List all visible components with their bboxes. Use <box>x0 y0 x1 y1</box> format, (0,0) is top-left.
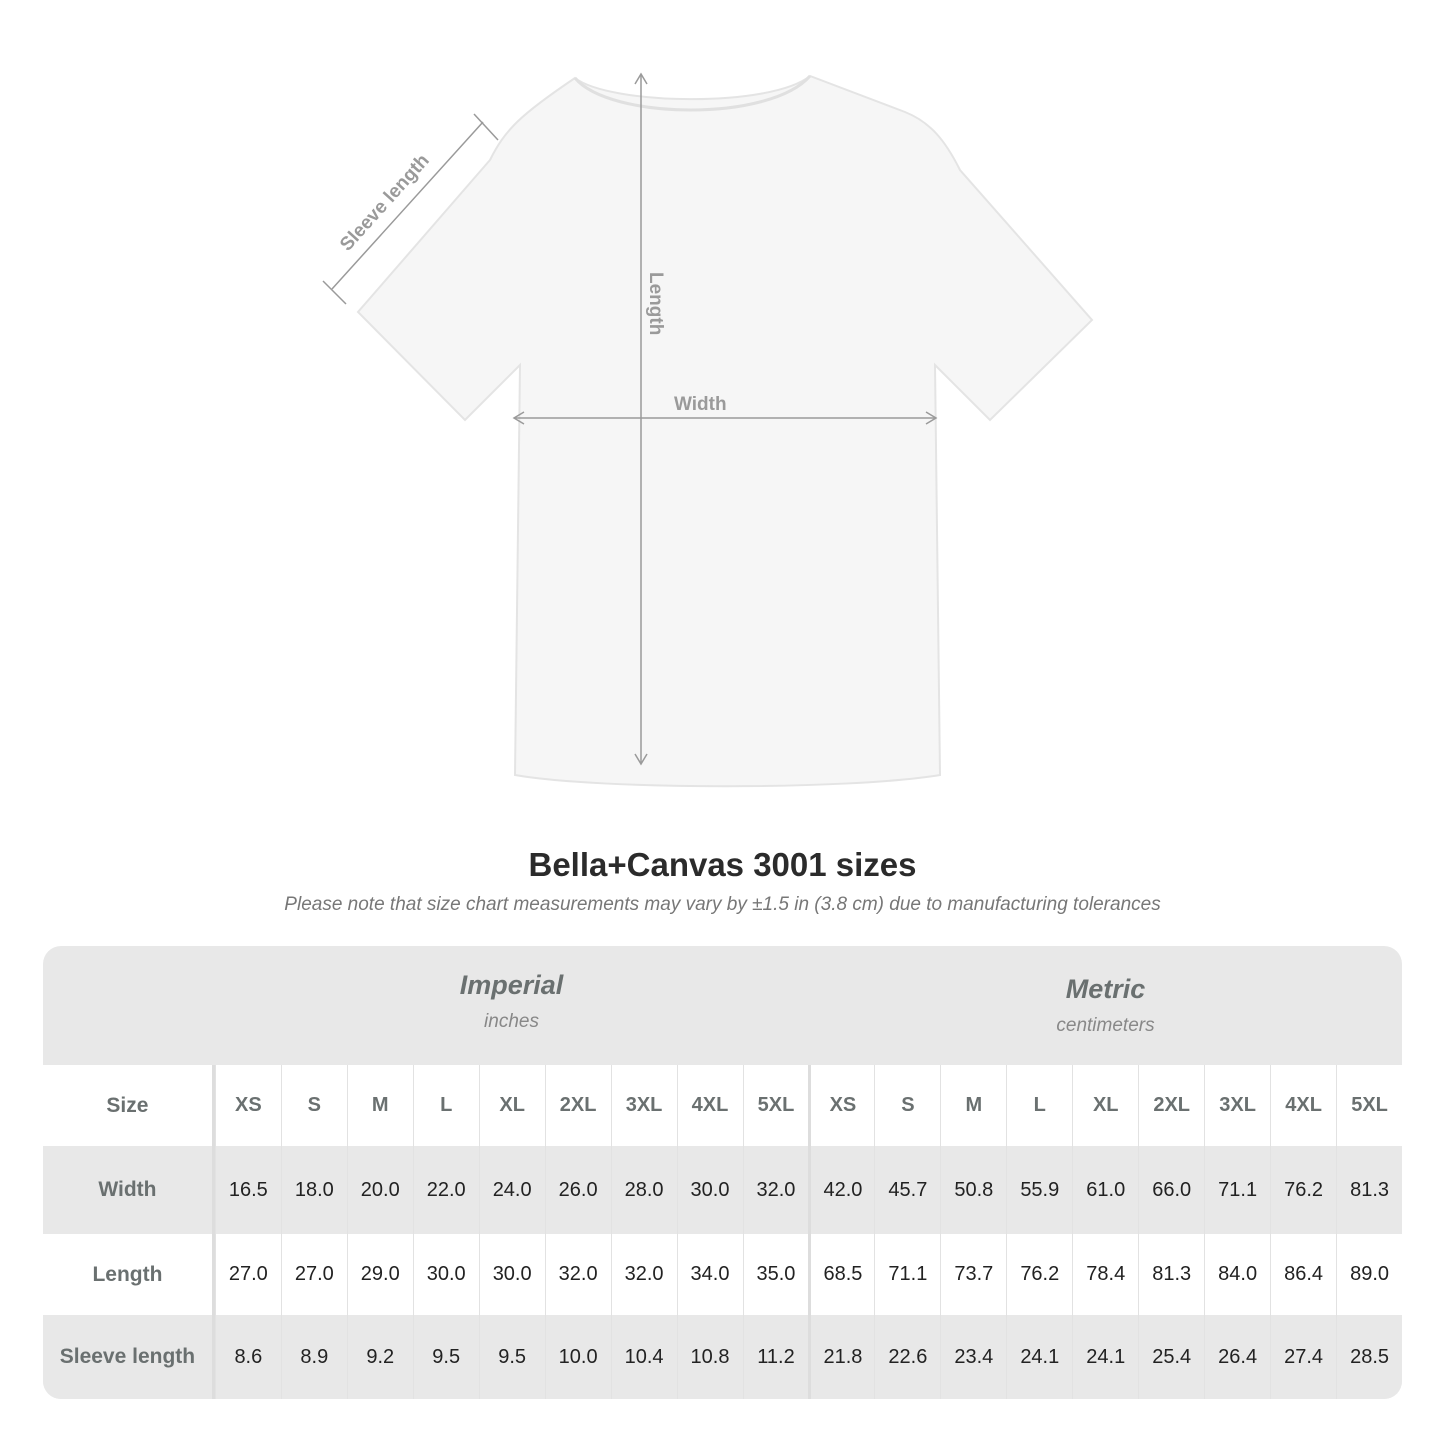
value-cell-metric: 22.6 <box>874 1315 940 1399</box>
value-cell-imperial: 8.9 <box>280 1315 347 1399</box>
value-cell-imperial: 9.5 <box>478 1315 545 1399</box>
value-cell-imperial: 11.2 <box>742 1315 809 1399</box>
value-cell-metric: 89.0 <box>1336 1234 1402 1315</box>
value-cell-metric: 61.0 <box>1072 1146 1138 1234</box>
value-cell-metric: 55.9 <box>1006 1146 1072 1234</box>
size-header-metric: XL <box>1072 1065 1138 1146</box>
value-cell-imperial: 24.0 <box>478 1146 545 1234</box>
metric-header: Metric centimeters <box>809 974 1402 1092</box>
value-cell-metric: 42.0 <box>808 1146 874 1234</box>
imperial-title: Imperial <box>459 970 564 1000</box>
collar <box>573 75 812 112</box>
size-header-imperial: M <box>346 1065 413 1146</box>
value-cell-metric: 76.2 <box>1006 1234 1072 1315</box>
size-header-metric: XS <box>808 1065 874 1146</box>
value-cell-metric: 76.2 <box>1270 1146 1336 1234</box>
value-cell-metric: 24.1 <box>1006 1315 1072 1399</box>
metric-unit: centimeters <box>1056 1015 1155 1036</box>
value-cell-imperial: 26.0 <box>544 1146 611 1234</box>
row-label: Length <box>43 1234 215 1315</box>
value-cell-metric: 68.5 <box>808 1234 874 1315</box>
value-cell-imperial: 27.0 <box>280 1234 347 1315</box>
width-row: Width 16.5 18.0 20.0 22.0 24.0 26.0 28.0 30.0 32.… <box>43 1146 1402 1234</box>
value-cell-metric: 27.4 <box>1270 1315 1336 1399</box>
value-cell-metric: 50.8 <box>940 1146 1006 1234</box>
size-header-metric: S <box>874 1065 940 1146</box>
value-cell-metric: 71.1 <box>874 1234 940 1315</box>
size-row: Size XS S M L XL 2XL 3XL 4XL 5XL XS S M L XL 2XL 3XL 4XL 5… <box>43 1065 1402 1146</box>
value-cell-metric: 21.8 <box>808 1315 874 1399</box>
size-header-imperial: 2XL <box>544 1065 611 1146</box>
tolerance-note: Please note that size chart measurements… <box>284 894 1161 915</box>
imperial-header: Imperial inches <box>215 970 808 1088</box>
metric-title: Metric <box>1065 974 1146 1004</box>
value-cell-metric: 84.0 <box>1204 1234 1270 1315</box>
value-cell-metric: 81.3 <box>1336 1146 1402 1234</box>
value-cell-metric: 23.4 <box>940 1315 1006 1399</box>
size-header-metric: L <box>1006 1065 1072 1146</box>
value-cell-imperial: 32.0 <box>610 1234 677 1315</box>
size-header-imperial: S <box>280 1065 347 1146</box>
value-cell-imperial: 9.2 <box>346 1315 413 1399</box>
value-cell-imperial: 35.0 <box>742 1234 809 1315</box>
size-header-metric: 2XL <box>1138 1065 1204 1146</box>
size-header-metric: 3XL <box>1204 1065 1270 1146</box>
value-cell-imperial: 29.0 <box>346 1234 413 1315</box>
value-cell-metric: 73.7 <box>940 1234 1006 1315</box>
size-header-imperial: 3XL <box>610 1065 677 1146</box>
value-cell-imperial: 10.8 <box>676 1315 743 1399</box>
value-cell-metric: 86.4 <box>1270 1234 1336 1315</box>
value-cell-imperial: 16.5 <box>214 1146 281 1234</box>
size-header-imperial: L <box>412 1065 479 1146</box>
value-cell-metric: 28.5 <box>1336 1315 1402 1399</box>
tshirt-shape <box>356 74 1094 788</box>
value-cell-imperial: 18.0 <box>280 1146 347 1234</box>
value-cell-metric: 26.4 <box>1204 1315 1270 1399</box>
value-cell-imperial: 27.0 <box>214 1234 281 1315</box>
value-cell-metric: 71.1 <box>1204 1146 1270 1234</box>
sleeve-length-label: Sleeve length <box>336 150 434 255</box>
value-cell-imperial: 10.0 <box>544 1315 611 1399</box>
value-cell-imperial: 32.0 <box>742 1146 809 1234</box>
value-cell-metric: 81.3 <box>1138 1234 1204 1315</box>
size-table: Imperial inches Metric centimeters Size X… <box>43 946 1402 1399</box>
width-label: Width <box>674 394 727 415</box>
value-cell-imperial: 20.0 <box>346 1146 413 1234</box>
value-cell-imperial: 28.0 <box>610 1146 677 1234</box>
length-row: Length 27.0 27.0 29.0 30.0 30.0 32.0 32.0 34.0 35… <box>43 1234 1402 1315</box>
row-label: Width <box>43 1146 215 1234</box>
row-label: Sleeve length <box>43 1315 215 1399</box>
value-cell-metric: 66.0 <box>1138 1146 1204 1234</box>
size-header-metric: M <box>940 1065 1006 1146</box>
value-cell-imperial: 30.0 <box>676 1146 743 1234</box>
value-cell-imperial: 32.0 <box>544 1234 611 1315</box>
value-cell-imperial: 30.0 <box>412 1234 479 1315</box>
value-cell-metric: 25.4 <box>1138 1315 1204 1399</box>
value-cell-metric: 78.4 <box>1072 1234 1138 1315</box>
size-header-imperial: XL <box>478 1065 545 1146</box>
value-cell-imperial: 30.0 <box>478 1234 545 1315</box>
value-cell-imperial: 10.4 <box>610 1315 677 1399</box>
tshirt-diagram: Sleeve length Length Width <box>322 72 1094 788</box>
value-cell-imperial: 8.6 <box>214 1315 281 1399</box>
value-cell-imperial: 34.0 <box>676 1234 743 1315</box>
imperial-unit: inches <box>484 1011 539 1032</box>
size-header-imperial: XS <box>214 1065 281 1146</box>
value-cell-metric: 24.1 <box>1072 1315 1138 1399</box>
page-title: Bella+Canvas 3001 sizes <box>528 846 917 883</box>
sleeve-length-row: Sleeve length 8.6 8.9 9.2 9.5 9.5 10.0 10.4 10.8… <box>43 1315 1402 1399</box>
length-label: Length <box>645 272 666 335</box>
row-label: Size <box>43 1065 215 1146</box>
size-header-metric: 4XL <box>1270 1065 1336 1146</box>
value-cell-imperial: 9.5 <box>412 1315 479 1399</box>
measure-lines <box>322 72 938 766</box>
value-cell-metric: 45.7 <box>874 1146 940 1234</box>
value-cell-imperial: 22.0 <box>412 1146 479 1234</box>
size-header-imperial: 5XL <box>742 1065 809 1146</box>
size-header-imperial: 4XL <box>676 1065 743 1146</box>
size-header-metric: 5XL <box>1336 1065 1402 1146</box>
